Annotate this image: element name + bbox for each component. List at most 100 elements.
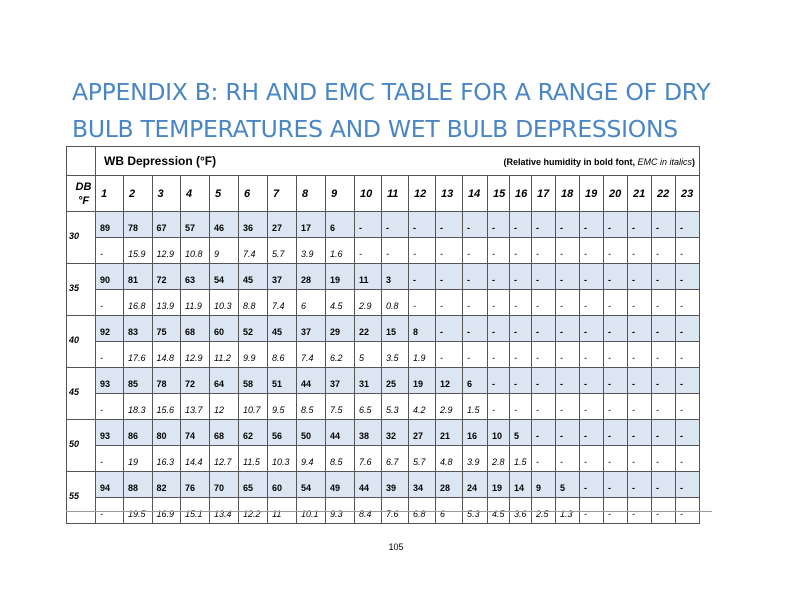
emc-value-cell: - — [603, 237, 628, 264]
emc-value-cell: - — [381, 237, 409, 264]
emc-value-cell: 15.9 — [123, 237, 153, 264]
emc-row: -16.8 13.9 11.9 10.3 8.8 7.4 6 4.5 2.9 0.8- - - - - - -… — [67, 289, 700, 316]
rh-value-cell: 27 — [408, 419, 436, 446]
depression-header-cell: 21 — [627, 175, 652, 212]
rh-value-cell: - — [555, 211, 580, 238]
rh-value-cell: - — [675, 367, 700, 394]
rh-value-cell: 68 — [209, 419, 239, 446]
rh-value-cell: - — [579, 263, 604, 290]
emc-value-cell: 8.4 — [354, 497, 382, 524]
rh-row: 45 93 85 78 72 64 58 51 44 37 31 25 19 12 6- - - - - - - - - — [66, 367, 700, 420]
emc-value-cell: - — [509, 341, 532, 368]
emc-value-cell: - — [462, 289, 488, 316]
rh-value-cell: 37 — [325, 367, 355, 394]
rh-value-cell: 72 — [151, 263, 181, 290]
emc-value-cell: 9 — [209, 237, 239, 264]
rh-value-cell: 19 — [487, 471, 510, 498]
emc-value-cell: 8.5 — [296, 393, 326, 420]
rh-value-cell: 15 — [381, 315, 409, 342]
emc-value-cell: 4.2 — [408, 393, 436, 420]
rh-value-cell: - — [603, 419, 628, 446]
rh-value-cell: 44 — [325, 419, 355, 446]
rh-value-cell: 90 — [95, 263, 124, 290]
emc-value-cell: 7.4 — [296, 341, 326, 368]
emc-value-cell: 1.6 — [325, 237, 355, 264]
emc-value-cell: 2.9 — [435, 393, 463, 420]
emc-value-cell: - — [603, 289, 628, 316]
emc-row: -17.6 14.8 12.9 11.2 9.9 8.6 7.4 6.2 5 3.5 1.9- - - -… — [67, 341, 700, 368]
rh-row: 30 89 78 67 57 46 36 27 17 6- - - - - - - - - - - - - - — [66, 211, 700, 264]
emc-value-cell: - — [603, 445, 628, 472]
emc-value-cell: - — [555, 393, 580, 420]
emc-value-cell: - — [627, 497, 652, 524]
emc-value-cell: - — [555, 445, 580, 472]
rh-value-cell: 94 — [95, 471, 124, 498]
rh-value-cell: 50 — [296, 419, 326, 446]
depression-header-cell: 19 — [579, 175, 604, 212]
emc-value-cell: 5 — [354, 341, 382, 368]
rh-value-cell: 85 — [123, 367, 153, 394]
rh-value-cell: 10 — [487, 419, 510, 446]
rh-value-cell: 76 — [180, 471, 210, 498]
rh-value-cell: - — [462, 211, 488, 238]
emc-value-cell: 10.3 — [209, 289, 239, 316]
legend-note-italic: EMC in italics — [637, 157, 692, 167]
rh-value-cell: 45 — [267, 315, 297, 342]
rh-value-cell: - — [675, 471, 700, 498]
emc-value-cell: 10.7 — [238, 393, 268, 420]
rh-value-cell: 54 — [296, 471, 326, 498]
db-unit-label: °F — [77, 194, 90, 207]
rh-value-cell: 12 — [435, 367, 463, 394]
rh-value-cell: 74 — [180, 419, 210, 446]
emc-value-cell: 2.8 — [487, 445, 510, 472]
rh-value-cell: 11 — [354, 263, 382, 290]
emc-value-cell: 10.3 — [267, 445, 297, 472]
emc-value-cell: 7.6 — [381, 497, 409, 524]
legend-note-suffix: ) — [692, 157, 695, 167]
depression-header-cell: 4 — [180, 175, 210, 212]
emc-value-cell: 6 — [296, 289, 326, 316]
emc-value-cell: 11 — [267, 497, 297, 524]
emc-value-cell: - — [408, 237, 436, 264]
emc-value-cell: - — [531, 289, 556, 316]
emc-value-cell: 17.6 — [123, 341, 153, 368]
emc-value-cell: 16.3 — [151, 445, 181, 472]
emc-value-cell: - — [603, 393, 628, 420]
emc-value-cell: - — [579, 289, 604, 316]
rh-emc-table: WB Depression (°F) (Relative humidity in… — [66, 146, 700, 524]
footer-rule — [66, 511, 712, 512]
emc-value-cell: 1.5 — [462, 393, 488, 420]
rh-value-cell: 5 — [509, 419, 532, 446]
rh-value-cell: - — [408, 263, 436, 290]
page-number: 105 — [388, 542, 404, 552]
rh-value-cell: - — [651, 419, 676, 446]
emc-value-cell: - — [487, 393, 510, 420]
rh-row: 40 92 83 75 68 60 52 45 37 29 22 15 8- - - - - - - - - - - — [66, 315, 700, 368]
emc-value-cell: 12.9 — [151, 237, 181, 264]
rh-value-cell: 52 — [238, 315, 268, 342]
emc-value-cell: 9.4 — [296, 445, 326, 472]
rh-value-cell: 93 — [95, 419, 124, 446]
rh-value-cell: - — [651, 211, 676, 238]
emc-value-cell: - — [462, 341, 488, 368]
rh-value-cell: 75 — [151, 315, 181, 342]
rh-value-cell: - — [675, 211, 700, 238]
rh-value-cell: 56 — [267, 419, 297, 446]
depression-header-cell: 22 — [651, 175, 676, 212]
depression-header-cell: 12 — [408, 175, 436, 212]
rh-value-cell: 9 — [531, 471, 556, 498]
rh-value-cell: 86 — [123, 419, 153, 446]
emc-value-cell: - — [555, 237, 580, 264]
rh-value-cell: 82 — [151, 471, 181, 498]
emc-value-cell: - — [487, 341, 510, 368]
emc-value-cell: 5.3 — [381, 393, 409, 420]
emc-value-cell: 12.9 — [180, 341, 210, 368]
rh-value-cell: - — [627, 367, 652, 394]
emc-value-cell: 9.5 — [267, 393, 297, 420]
emc-value-cell: 1.9 — [408, 341, 436, 368]
depression-header-cell: 7 — [267, 175, 297, 212]
depression-header-cell: 13 — [435, 175, 463, 212]
emc-value-cell: - — [487, 289, 510, 316]
emc-value-cell: - — [95, 497, 124, 524]
emc-value-cell: 12 — [209, 393, 239, 420]
